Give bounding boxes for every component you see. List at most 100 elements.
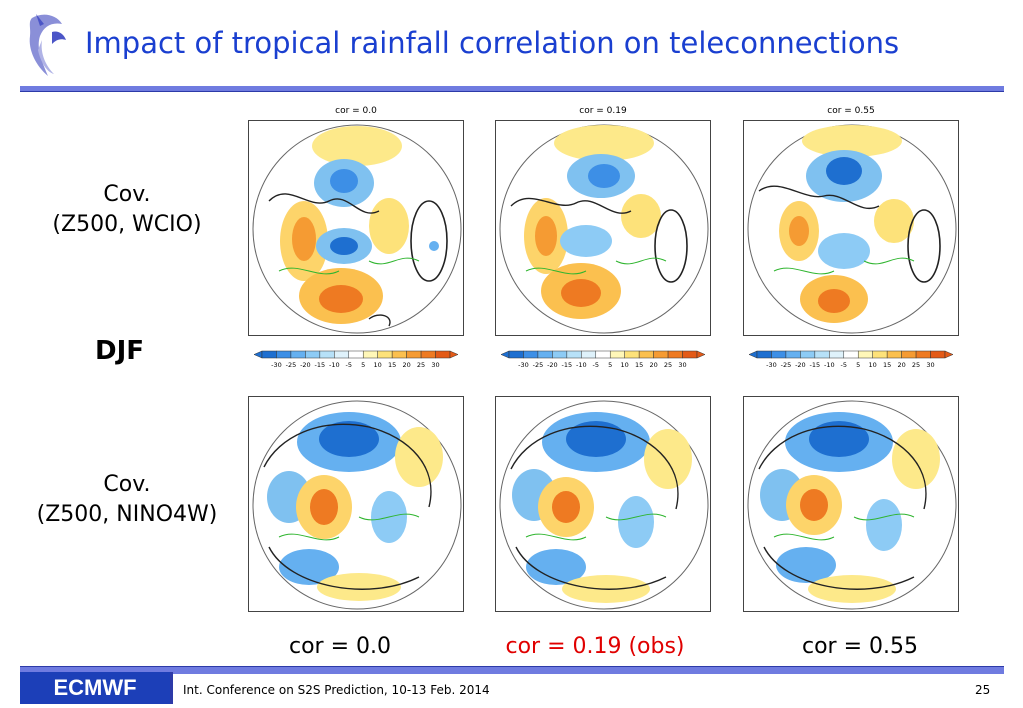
colorbar-segment [290, 350, 306, 359]
colorbar-segment [667, 350, 683, 359]
row-label-line: (Z500, NINO4W) [36, 502, 218, 527]
row-label-nino4w: Cov. (Z500, NINO4W) [2, 470, 252, 530]
colorbar-tick-label: -15 [315, 361, 326, 369]
colorbar-segment [552, 350, 568, 359]
row-label-line: Cov. [103, 182, 151, 207]
colorbar-segment [420, 350, 436, 359]
colorbar-tick-label: -10 [824, 361, 835, 369]
colorbar-segment [829, 350, 845, 359]
row-label-wcio: Cov. (Z500, WCIO) [2, 180, 252, 240]
colorbar-tick-label: -5 [593, 361, 599, 369]
colorbar-arrow-left [501, 350, 510, 359]
colorbar-arrow-right [449, 350, 458, 359]
colorbar-segment [319, 350, 335, 359]
colorbar-arrow-left [254, 350, 263, 359]
map-panel-top-2: cor = 0.19 [495, 106, 711, 336]
map-panel-bottom-1 [248, 396, 464, 612]
colorbar-segment [771, 350, 787, 359]
colorbar-tick-label: -15 [562, 361, 573, 369]
colorbar-segment [638, 350, 654, 359]
colorbar-segment [609, 350, 625, 359]
colorbar-segment [814, 350, 830, 359]
colorbar-tick-label: -10 [576, 361, 587, 369]
colorbar-segment [391, 350, 407, 359]
colorbar-tick-label: 15 [883, 361, 891, 369]
colorbar-tick-label: 10 [374, 361, 382, 369]
colorbar-tick-label: -5 [841, 361, 847, 369]
colorbar-tick-label: 25 [664, 361, 672, 369]
panel-title: cor = 0.55 [827, 106, 875, 116]
colorbar-segment [581, 350, 597, 359]
season-label: DJF [95, 336, 145, 366]
colorbar-tick-label: 5 [608, 361, 612, 369]
ecmwf-bird-logo-icon [29, 14, 66, 76]
map-panel-bottom-2 [495, 396, 711, 612]
colorbar-segment [624, 350, 640, 359]
colorbar-tick-label: 15 [388, 361, 396, 369]
footer-divider [20, 666, 1004, 674]
page-number: 25 [975, 683, 991, 697]
colorbar-tick-label: 5 [856, 361, 860, 369]
colorbar-segment [843, 350, 859, 359]
colorbar-tick-label: -25 [781, 361, 792, 369]
colorbar-segment [334, 350, 350, 359]
colorbar-arrow-right [696, 350, 705, 359]
colorbar-1: -30 -25 -20 -15 -10 -5 5 10 15 20 25 30 [254, 350, 458, 369]
map-panel-top-1: cor = 0.0 [248, 106, 464, 336]
colorbar-segment [508, 350, 524, 359]
colorbar-tick-label: 25 [417, 361, 425, 369]
panel-title: cor = 0.0 [335, 106, 377, 116]
polar-map [743, 120, 959, 336]
colorbar-segment [857, 350, 873, 359]
footer-conference-text: Int. Conference on S2S Prediction, 10-13… [183, 683, 490, 697]
colorbar-tick-label: -15 [810, 361, 821, 369]
colorbar-segment [595, 350, 611, 359]
colorbar-segment [930, 350, 946, 359]
colorbar-3: -30 -25 -20 -15 -10 -5 5 10 15 20 25 30 [749, 350, 953, 369]
map-panel-top-3: cor = 0.55 [743, 106, 959, 336]
colorbar-tick-label: 10 [621, 361, 629, 369]
colorbar-tick-label: 30 [431, 361, 439, 369]
row-label-line: Cov. [103, 472, 151, 497]
colorbar-segment [261, 350, 277, 359]
colorbar-segment [276, 350, 292, 359]
slide-title: Impact of tropical rainfall correlation … [85, 26, 900, 60]
title-divider [20, 86, 1004, 92]
colorbar-segment [406, 350, 422, 359]
colorbar-segment [305, 350, 321, 359]
colorbar-2: -30 -25 -20 -15 -10 -5 5 10 15 20 25 30 [501, 350, 705, 369]
colorbar-segment [435, 350, 451, 359]
colorbar-tick-label: 15 [635, 361, 643, 369]
colorbar-segment [756, 350, 772, 359]
cor-label-2-obs: cor = 0.19 (obs) [505, 634, 685, 659]
colorbar-segment [872, 350, 888, 359]
colorbar-segment [566, 350, 582, 359]
colorbar-tick-label: -25 [533, 361, 544, 369]
colorbar-tick-label: 20 [402, 361, 410, 369]
colorbar-tick-label: 30 [926, 361, 934, 369]
colorbar-segment [915, 350, 931, 359]
colorbar-segment [785, 350, 801, 359]
colorbar-segment [362, 350, 378, 359]
colorbar-tick-label: 5 [361, 361, 365, 369]
colorbar-tick-label: -20 [547, 361, 558, 369]
colorbar-tick-label: -25 [286, 361, 297, 369]
colorbar-tick-label: -30 [518, 361, 529, 369]
ecmwf-logo: ECMWF [20, 672, 170, 704]
colorbar-segment [800, 350, 816, 359]
colorbar-tick-label: 20 [649, 361, 657, 369]
colorbar-tick-label: -30 [271, 361, 282, 369]
colorbar-segment [682, 350, 698, 359]
colorbar-tick-label: 30 [678, 361, 686, 369]
polar-map [495, 396, 711, 612]
colorbar-segment [901, 350, 917, 359]
colorbar-segment [537, 350, 553, 359]
colorbar-tick-label: 20 [897, 361, 905, 369]
cor-label-1: cor = 0.0 [288, 634, 391, 659]
colorbar-segment [377, 350, 393, 359]
colorbar-arrow-left [749, 350, 758, 359]
polar-map [248, 120, 464, 336]
colorbar-tick-label: -30 [766, 361, 777, 369]
polar-map [248, 396, 464, 612]
polar-map [743, 396, 959, 612]
